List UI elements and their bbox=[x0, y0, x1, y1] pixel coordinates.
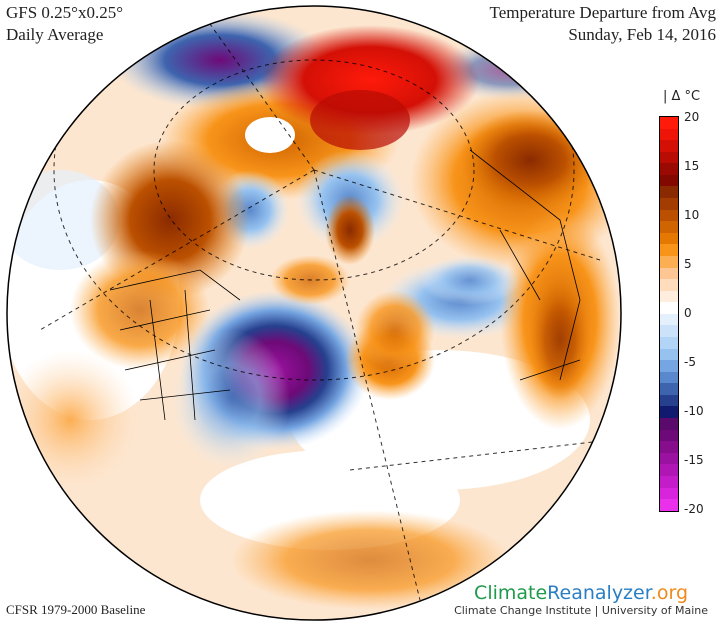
colorbar-segment bbox=[660, 313, 678, 326]
colorbar-segment bbox=[660, 360, 678, 372]
model-label: GFS 0.25°x0.25° bbox=[6, 3, 124, 22]
colorbar-segment bbox=[660, 244, 678, 256]
colorbar-segment bbox=[660, 279, 678, 291]
colorbar-segment bbox=[660, 221, 678, 233]
period-label: Daily Average bbox=[6, 25, 104, 44]
colorbar-segment bbox=[660, 290, 678, 303]
colorbar-segment bbox=[660, 267, 678, 280]
header-right: Temperature Departure from Avg Sunday, F… bbox=[490, 2, 716, 46]
colorbar-segment bbox=[660, 325, 678, 337]
colorbar-tick-label: 5 bbox=[684, 257, 692, 271]
colorbar-segment bbox=[660, 499, 678, 511]
colorbar-segment bbox=[660, 441, 678, 453]
colorbar-segment bbox=[660, 464, 678, 476]
colorbar-segment bbox=[660, 151, 678, 164]
colorbar-segment bbox=[660, 429, 678, 442]
colorbar-segment bbox=[660, 394, 678, 407]
colorbar-segment bbox=[660, 418, 678, 430]
colorbar bbox=[659, 116, 679, 512]
colorbar-segment bbox=[660, 371, 678, 384]
colorbar-tick-label: 0 bbox=[684, 306, 692, 320]
colorbar-segment bbox=[660, 198, 678, 210]
colorbar-segment bbox=[660, 406, 678, 419]
colorbar-segment bbox=[660, 117, 678, 129]
brand-reanalyzer: Reanalyzer bbox=[547, 582, 651, 604]
colorbar-segment bbox=[660, 186, 678, 199]
colorbar-segment bbox=[660, 302, 678, 314]
colorbar-segment bbox=[660, 255, 678, 268]
header-left: GFS 0.25°x0.25° Daily Average bbox=[6, 2, 123, 46]
colorbar-segment bbox=[660, 174, 678, 187]
colorbar-segment bbox=[660, 487, 678, 500]
colorbar-tick-label: -15 bbox=[684, 453, 704, 467]
colorbar-segment bbox=[660, 140, 678, 152]
colorbar-segment bbox=[660, 336, 678, 349]
brand-org: .org bbox=[650, 582, 688, 604]
colorbar-tick-label: -10 bbox=[684, 404, 704, 418]
colorbar-segment bbox=[660, 209, 678, 222]
colorbar-unit: | Δ °C bbox=[663, 89, 701, 104]
colorbar-segment bbox=[660, 128, 678, 141]
colorbar-segment bbox=[660, 475, 678, 488]
institution-label: Climate Change Institute | University of… bbox=[454, 604, 708, 617]
brand-logo[interactable]: ClimateReanalyzer.org bbox=[454, 582, 708, 604]
colorbar-tick-label: 15 bbox=[684, 159, 700, 173]
baseline-label: CFSR 1979-2000 Baseline bbox=[6, 602, 146, 617]
colorbar-segment bbox=[660, 348, 678, 361]
colorbar-segment bbox=[660, 383, 678, 395]
colorbar-segment bbox=[660, 232, 678, 245]
colorbar-tick-label: -5 bbox=[684, 355, 696, 369]
colorbar-segment bbox=[660, 163, 678, 175]
colorbar-tick-label: 10 bbox=[684, 208, 700, 222]
variable-title: Temperature Departure from Avg bbox=[489, 3, 716, 22]
brand-block: ClimateReanalyzer.org Climate Change Ins… bbox=[454, 582, 708, 618]
date-label: Sunday, Feb 14, 2016 bbox=[568, 25, 716, 44]
colorbar-segment bbox=[660, 452, 678, 465]
brand-climate: Climate bbox=[474, 582, 548, 604]
colorbar-tick-label: -20 bbox=[684, 502, 704, 516]
colorbar-tick-label: 20 bbox=[684, 110, 700, 124]
